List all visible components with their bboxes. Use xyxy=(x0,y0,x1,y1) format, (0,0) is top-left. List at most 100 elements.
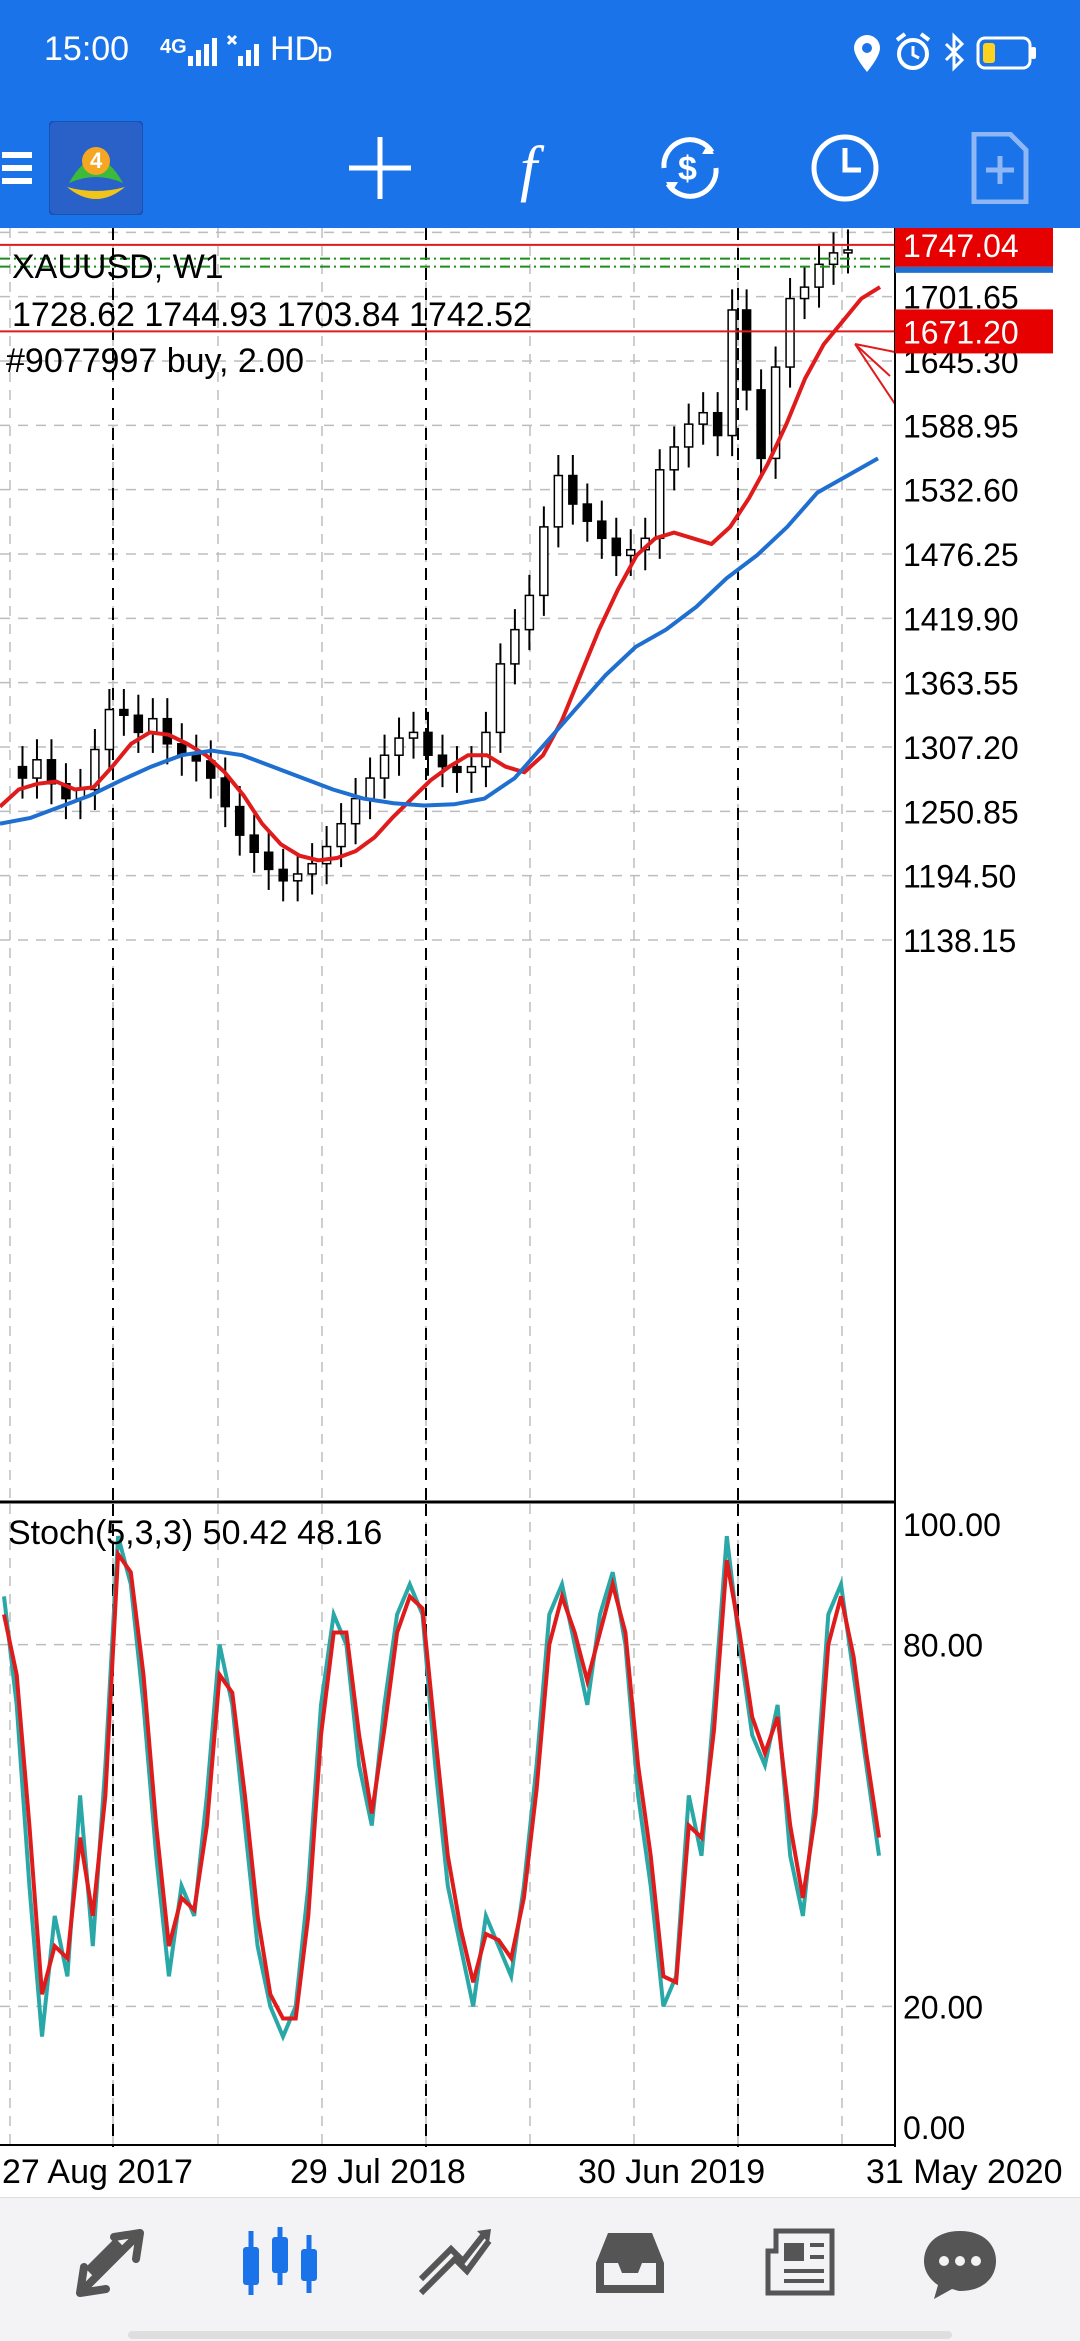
candle-body xyxy=(133,714,144,734)
price-axis-label: 1419.90 xyxy=(903,601,1019,637)
candle-body xyxy=(452,765,462,774)
svg-text:$: $ xyxy=(678,150,697,188)
price-tag-label: 1671.20 xyxy=(903,314,1019,350)
svg-text:4: 4 xyxy=(90,148,103,173)
candle-body xyxy=(553,474,564,528)
candle-body xyxy=(828,252,839,266)
svg-text:f: f xyxy=(520,135,545,203)
candle-body xyxy=(597,520,607,540)
candle-body xyxy=(799,286,810,300)
candle-body xyxy=(843,249,853,254)
gesture-bar xyxy=(128,2331,952,2339)
trade-nav-icon[interactable] xyxy=(365,2198,545,2328)
candle-body xyxy=(495,663,506,734)
candle-body xyxy=(741,309,752,391)
order-levels xyxy=(0,243,895,333)
candle-body xyxy=(669,446,679,471)
hd-indicator: HD xyxy=(270,30,320,68)
new-document-icon[interactable] xyxy=(950,108,1050,228)
candle-body xyxy=(336,822,346,848)
candle-body xyxy=(148,717,158,734)
time-label-3: 30 Jun 2019 xyxy=(578,2153,766,2191)
candle-body xyxy=(307,862,317,875)
candle-body xyxy=(683,423,694,448)
crosshair-icon[interactable] xyxy=(330,108,430,228)
menu-icon[interactable] xyxy=(0,108,36,228)
candle-body xyxy=(770,366,781,460)
price-tag xyxy=(895,309,1053,354)
order-label: #9077997 buy, 2.00 xyxy=(6,342,305,380)
trade-icon[interactable]: $ xyxy=(640,108,740,228)
period-separators xyxy=(112,228,739,1504)
stoch-axis-label: 0.00 xyxy=(903,2110,965,2146)
stochastic-signal-line xyxy=(2,1548,881,2021)
candle-body xyxy=(654,469,665,540)
price-axis-label: 1588.95 xyxy=(903,408,1019,444)
candle-body xyxy=(481,731,491,768)
candle-body xyxy=(785,297,795,368)
time-label-1: 27 Aug 2017 xyxy=(2,2153,193,2191)
candle-body xyxy=(568,474,578,505)
quotes-icon[interactable] xyxy=(20,2198,200,2328)
price-tag xyxy=(895,228,1053,267)
battery-icon xyxy=(976,36,1036,70)
app-logo[interactable]: 4 xyxy=(48,108,144,228)
location-icon xyxy=(854,35,880,72)
candle-body xyxy=(408,731,419,739)
candlesticks xyxy=(17,229,853,902)
moving-average-blue xyxy=(0,456,879,826)
alarm-icon xyxy=(895,32,931,70)
price-axis-label: 1250.85 xyxy=(903,794,1019,830)
candle-body xyxy=(321,845,332,865)
price-chart[interactable]: 1814.351758.001701.651645.301588.951532.… xyxy=(0,228,1080,1504)
candle-body xyxy=(278,868,288,882)
candle-body xyxy=(756,389,766,460)
chart-icon[interactable] xyxy=(190,2198,370,2328)
status-bar: 15:00 4G HD xyxy=(0,0,1080,108)
bid-tag-accent xyxy=(895,266,1053,273)
price-axis-label: 1307.20 xyxy=(903,730,1019,766)
candle-body xyxy=(611,537,622,557)
stoch-axis-label: 80.00 xyxy=(903,1628,983,1664)
ohlc-values: 1728.62 1744.93 1703.84 1742.52 xyxy=(12,296,532,334)
price-axis-label: 1363.55 xyxy=(903,666,1019,702)
candle-body xyxy=(379,754,390,779)
stochastic-grid xyxy=(0,1504,895,2147)
price-axis-label: 1194.50 xyxy=(903,859,1016,895)
candle-body xyxy=(119,708,129,717)
indicator-f-icon[interactable]: f xyxy=(486,108,586,228)
candle-body xyxy=(712,411,723,437)
news-icon[interactable] xyxy=(710,2198,890,2328)
bluetooth-icon xyxy=(944,32,965,72)
price-axis-label: 1532.60 xyxy=(903,473,1019,509)
stochastic-axis-labels: 100.00 80.00 20.00 0.00 xyxy=(903,1507,1001,2146)
stochastic-chart[interactable]: 100.00 80.00 20.00 0.00 xyxy=(0,1504,1080,2147)
candle-body xyxy=(437,754,448,768)
toolbar: 4 f $ xyxy=(0,108,1080,228)
time-label-2: 29 Jul 2018 xyxy=(290,2153,466,2191)
candle-body xyxy=(90,748,100,791)
price-axis-label: 1138.15 xyxy=(903,923,1016,959)
status-time: 15:00 xyxy=(44,30,130,68)
candle-body xyxy=(727,309,737,437)
candle-body xyxy=(32,759,42,779)
chat-icon[interactable] xyxy=(870,2198,1050,2328)
candle-body xyxy=(582,503,593,522)
symbol-timeframe: XAUUSD, W1 xyxy=(12,248,224,286)
trend-arrow xyxy=(854,343,896,405)
stochastic-label: Stoch(5,3,3) 50.42 48.16 xyxy=(8,1514,383,1552)
candle-body xyxy=(17,765,28,779)
candle-body xyxy=(249,834,259,854)
candle-body xyxy=(814,263,824,288)
candle-body xyxy=(350,797,361,825)
no-signal-icon xyxy=(226,34,259,66)
price-grid xyxy=(0,228,895,1504)
candle-body xyxy=(394,737,404,756)
history-icon[interactable] xyxy=(540,2198,720,2328)
signal-icon xyxy=(188,38,217,66)
candle-body xyxy=(524,594,535,631)
hd-sub-icon xyxy=(318,46,332,62)
clock-icon[interactable] xyxy=(795,108,895,228)
candle-body xyxy=(220,777,230,808)
